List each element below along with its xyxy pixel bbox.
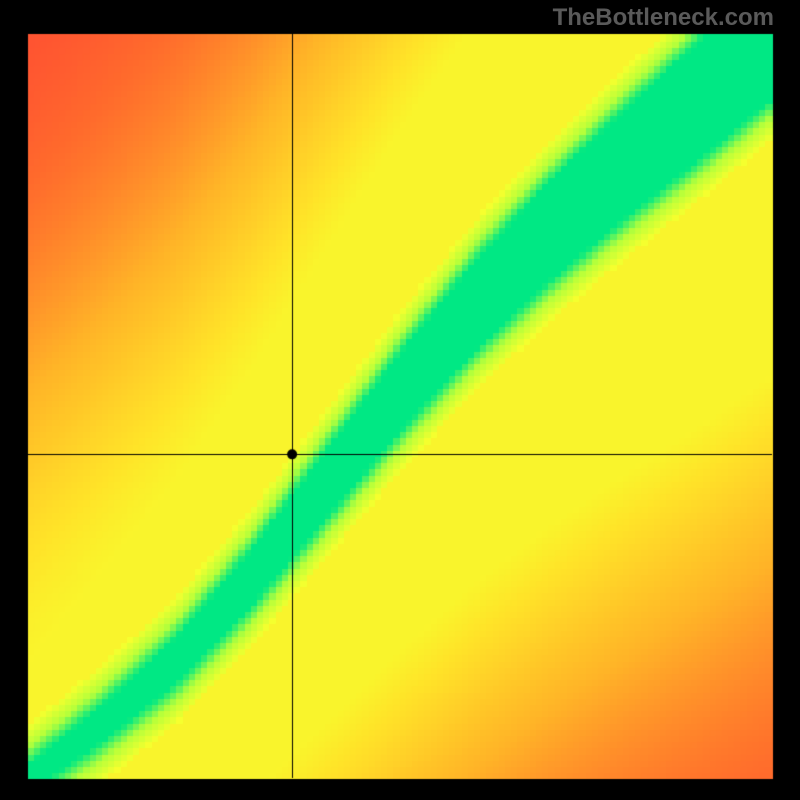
watermark-text: TheBottleneck.com: [553, 4, 774, 32]
bottleneck-heatmap: [0, 0, 800, 800]
chart-container: TheBottleneck.com: [0, 0, 800, 800]
